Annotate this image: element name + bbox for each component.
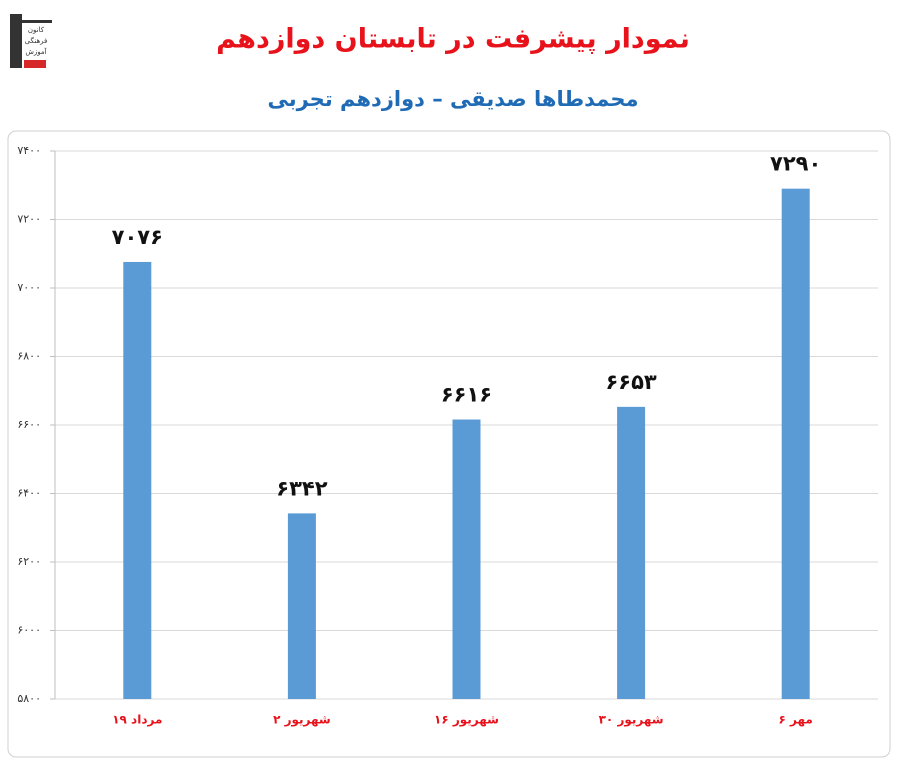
logo-figure [10, 14, 22, 68]
logo: کانون فرهنگی آموزش [10, 14, 52, 68]
y-tick-label: ۷۲۰۰ [17, 213, 41, 226]
plot-frame [7, 130, 891, 758]
logo-bar [22, 20, 52, 23]
x-tick-label: ۲ شهریور [273, 713, 331, 728]
x-tick-label: ۱۹ مرداد [112, 713, 162, 727]
chart-title: نمودار پیشرفت در تابستان دوازدهم [216, 24, 690, 55]
bar [452, 419, 481, 699]
bar [287, 513, 316, 699]
value-label: ۶۳۴۲ [276, 476, 327, 500]
y-tick-label: ۷۰۰۰ [17, 281, 41, 294]
x-tick-label: ۳۰ شهریور [599, 713, 664, 728]
bar [617, 406, 646, 699]
chart-subtitle: محمدطاها صدیقی – دوازدهم تجربی [267, 87, 638, 111]
value-label: ۶۶۵۳ [605, 370, 656, 394]
y-tick-label: ۶۸۰۰ [17, 350, 41, 363]
value-label: ۶۶۱۶ [441, 383, 492, 407]
y-tick-label: ۶۲۰۰ [17, 555, 41, 568]
x-tick-label: ۱۶ شهریور [434, 713, 499, 728]
logo-text: فرهنگی [25, 36, 48, 45]
value-label: ۷۰۷۶ [112, 225, 163, 249]
y-tick-label: ۶۴۰۰ [17, 487, 41, 500]
logo-text: کانون [28, 26, 45, 34]
bar [781, 188, 810, 700]
x-tick-label: ۶ مهر [779, 713, 813, 727]
y-tick-label: ۶۶۰۰ [17, 418, 41, 431]
y-tick-label: ۷۴۰۰ [17, 144, 41, 157]
logo-badge [24, 60, 46, 68]
bar [123, 261, 152, 699]
value-label: ۷۲۹۰ [770, 152, 821, 176]
logo-text: آموزش [25, 47, 47, 56]
y-tick-label: ۵۸۰۰ [17, 692, 41, 705]
y-tick-label: ۶۰۰۰ [17, 624, 41, 637]
